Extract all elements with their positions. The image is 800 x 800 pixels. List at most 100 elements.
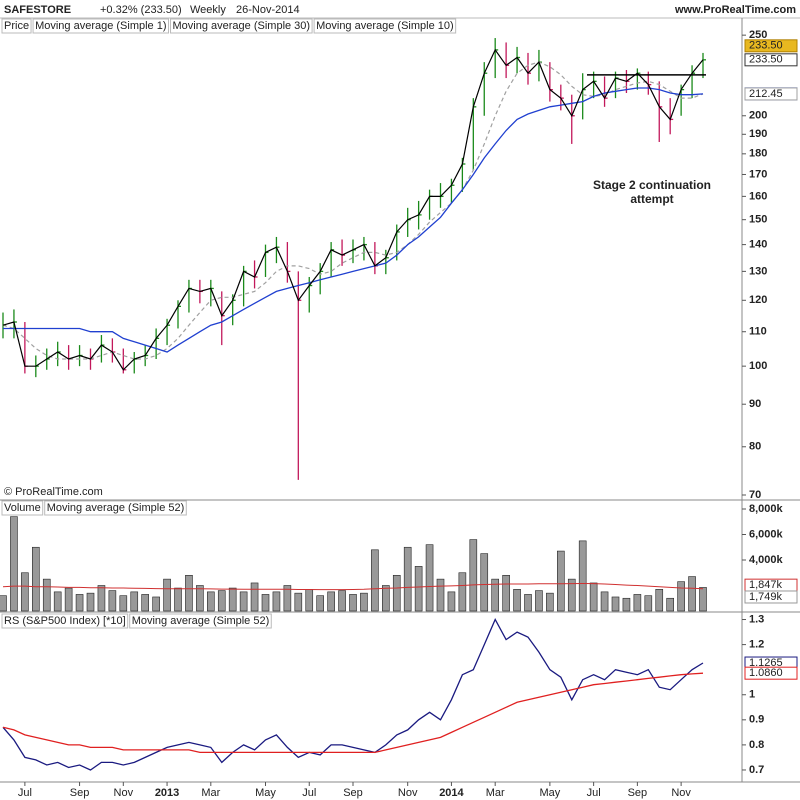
volume-bar [207, 591, 215, 612]
volume-bar [294, 592, 303, 612]
x-tick-label: Sep [70, 787, 90, 799]
volume-bar [578, 540, 587, 612]
legend-entry: Moving average (Simple 52) [132, 615, 270, 627]
y-tick-label: 190 [749, 128, 767, 140]
volume-bar [316, 595, 324, 612]
volume-bar [228, 587, 237, 612]
volume-bar [53, 591, 62, 612]
volume-bar [42, 578, 51, 612]
volume-bar [86, 592, 95, 612]
volume-bar [217, 590, 226, 612]
series-line [2, 61, 704, 360]
copyright: © ProRealTime.com [4, 486, 103, 498]
legend-box [170, 18, 313, 34]
x-tick-label: 2013 [155, 787, 179, 799]
end-label-box [744, 666, 798, 680]
series-line [2, 582, 704, 591]
volume-bar [557, 550, 565, 612]
volume-bar [513, 589, 521, 612]
volume-bar [414, 566, 423, 612]
volume-bar [699, 587, 707, 612]
volume-bar [32, 546, 40, 612]
y-tick-label: 0.9 [749, 714, 764, 726]
volume-bar [185, 574, 193, 612]
y-tick-label: 200 [749, 110, 767, 122]
last-label-box [744, 39, 798, 53]
volume-bar [10, 516, 18, 612]
volume-bar [338, 590, 346, 612]
volume-bar [141, 594, 149, 612]
volume-bar [305, 589, 314, 612]
x-tick-label: May [255, 787, 276, 799]
legend-entry: Moving average (Simple 30) [173, 20, 311, 32]
volume-bar [403, 546, 412, 612]
volume-bar [633, 594, 642, 612]
legend-entry: Moving average (Simple 1) [35, 20, 166, 32]
series-line [2, 672, 704, 754]
volume-bar [600, 591, 609, 612]
series-line [3, 87, 704, 353]
volume-bar [644, 595, 653, 612]
legend-entry: Moving average (Simple 10) [316, 20, 454, 32]
y-tick-label: 4,000k [749, 554, 784, 566]
volume-bar [261, 594, 270, 612]
volume-bar [622, 597, 631, 612]
y-tick-label: 180 [749, 148, 767, 160]
volume-bar [250, 582, 259, 612]
volume-bar [392, 574, 401, 612]
series-line [2, 48, 704, 371]
x-tick-label: Sep [343, 787, 363, 799]
y-tick-label: 170 [749, 168, 767, 180]
legend-box [1, 613, 129, 629]
y-tick-label: 6,000k [749, 528, 784, 540]
volume-bar [349, 594, 357, 612]
volume-bar [436, 578, 445, 612]
y-tick-label: 1.3 [749, 613, 764, 625]
end-label-box [744, 590, 798, 604]
volume-bar [0, 595, 7, 612]
volume-bar [688, 576, 696, 612]
volume-bar [174, 587, 182, 612]
volume-bar [491, 578, 499, 612]
x-tick-label: Jul [587, 787, 601, 799]
y-tick-label: 90 [749, 398, 761, 410]
period: Weekly [190, 4, 226, 16]
end-label: 1.0860 [749, 667, 783, 679]
legend-box [1, 500, 44, 516]
end-label-box [744, 87, 798, 101]
end-label: 1,847k [749, 579, 783, 591]
y-tick-label: 0.7 [749, 764, 764, 776]
legend-box [44, 500, 187, 516]
volume-bar [677, 581, 685, 612]
legend-box [313, 18, 457, 34]
volume-bar [535, 590, 543, 612]
y-tick-label: 8,000k [749, 503, 784, 515]
y-tick-label: 80 [749, 441, 761, 453]
y-tick-label: 160 [749, 190, 767, 202]
volume-bar [283, 585, 292, 612]
volume-bar [130, 591, 139, 612]
y-tick-label: 1 [749, 689, 755, 701]
volume-bar [152, 596, 160, 612]
volume-bar [360, 592, 368, 612]
volume-bar [108, 590, 117, 612]
y-tick-label: 100 [749, 360, 767, 372]
volume-bar [97, 585, 106, 612]
volume-bar [447, 591, 456, 612]
legend-entry: RS (S&P500 Index) [*10] [4, 615, 126, 627]
volume-bar [75, 594, 84, 612]
annotation: Stage 2 continuation [593, 178, 711, 192]
x-tick-label: 2014 [439, 787, 464, 799]
x-tick-label: Sep [628, 787, 648, 799]
volume-bar [371, 549, 379, 612]
end-label-box [744, 53, 798, 67]
change: +0.32% (233.50) [100, 4, 182, 16]
x-tick-label: Mar [486, 787, 505, 799]
x-tick-label: Jul [302, 787, 316, 799]
y-tick-label: 70 [749, 489, 761, 501]
end-label: 212.45 [749, 88, 783, 100]
volume-bar [567, 578, 576, 612]
x-tick-label: Nov [671, 787, 691, 799]
volume-bar [480, 553, 489, 612]
legend-entry: Price [4, 20, 29, 32]
